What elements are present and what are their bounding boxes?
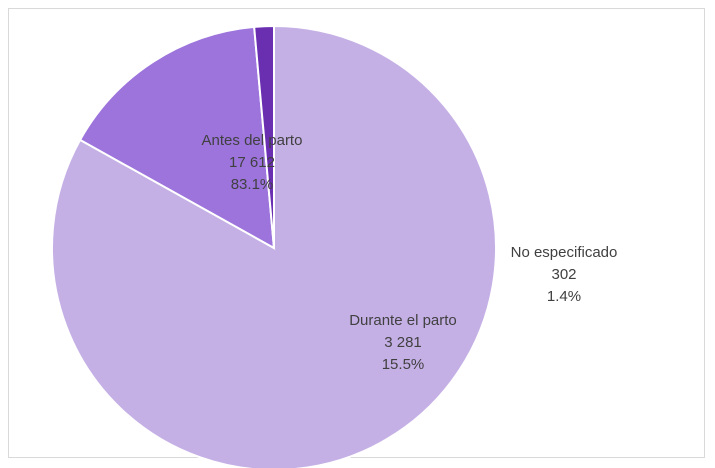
slice-label-value: 17 612 [229,154,275,171]
slice-label-percent: 1.4% [547,288,581,305]
slice-label-no-especificado: No especificado 302 1.4% [511,244,618,305]
slice-label-value: 3 281 [384,334,422,351]
pie-slice-durante-el-parto [78,25,276,250]
slice-label-durante-el-parto: Durante el parto 3 281 15.5% [349,312,457,373]
slice-label-name: Durante el parto [349,312,457,329]
pie-slice-no-especificado [253,24,275,249]
slice-label-value: 302 [551,266,576,283]
slice-label-percent: 83.1% [231,176,274,193]
slice-label-name: Antes del parto [202,132,303,149]
slice-label-antes-del-parto: Antes del parto 17 612 83.1% [202,132,303,193]
slice-label-percent: 15.5% [382,356,425,373]
slice-label-name: No especificado [511,244,618,261]
pie-slice-antes-del-parto [51,24,497,468]
